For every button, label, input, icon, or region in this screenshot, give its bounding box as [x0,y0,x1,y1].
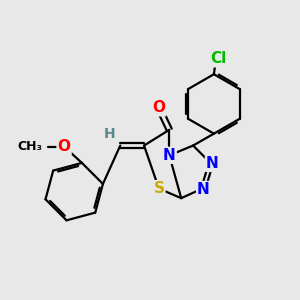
Text: N: N [163,148,176,163]
Text: N: N [206,156,219,171]
Text: O: O [58,139,70,154]
Text: CH₃: CH₃ [17,140,42,153]
Text: H: H [104,127,116,141]
Text: N: N [197,182,210,197]
Text: methoxy: methoxy [24,144,54,150]
Text: Cl: Cl [210,51,226,66]
Text: S: S [153,181,164,196]
Text: O: O [152,100,165,115]
